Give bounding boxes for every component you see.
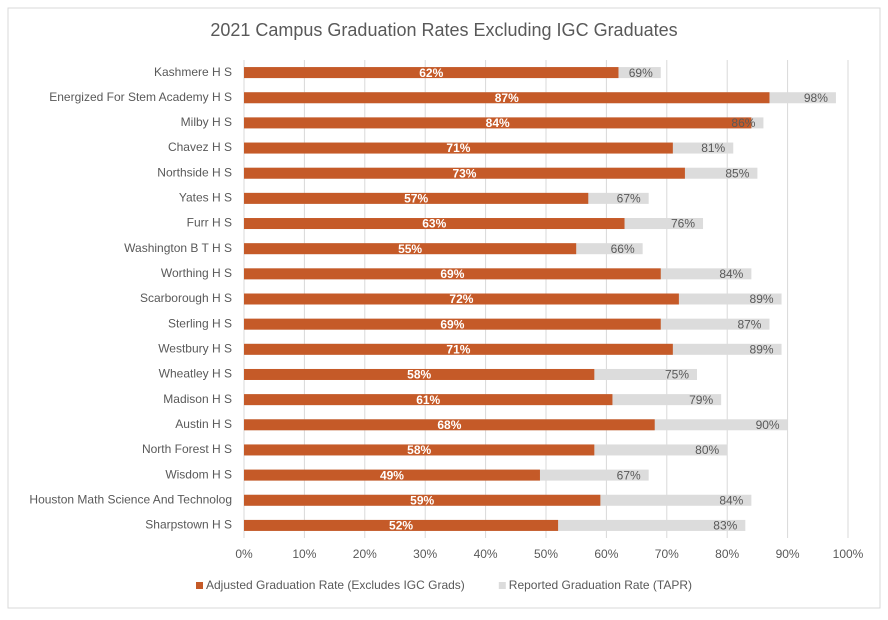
x-tick-label: 40%: [474, 547, 498, 561]
x-tick-label: 80%: [715, 547, 739, 561]
data-label: 71%: [446, 342, 470, 356]
bar: [244, 67, 619, 79]
data-label: 80%: [695, 443, 719, 457]
x-tick-label: 100%: [833, 547, 864, 561]
y-tick-label: Milby H S: [181, 115, 232, 129]
data-label: 71%: [446, 141, 470, 155]
x-tick-label: 30%: [413, 547, 437, 561]
data-label: 79%: [689, 393, 713, 407]
data-label: 68%: [437, 418, 461, 432]
data-label: 89%: [750, 292, 774, 306]
bar: [244, 444, 595, 456]
y-tick-label: Wheatley H S: [159, 367, 232, 381]
bar: [244, 192, 589, 204]
bar: [244, 142, 673, 154]
x-tick-label: 10%: [292, 547, 316, 561]
data-label: 87%: [737, 317, 761, 331]
legend-label: Reported Graduation Rate (TAPR): [509, 578, 692, 592]
y-tick-label: Sharpstown H S: [145, 518, 232, 532]
data-label: 98%: [804, 91, 828, 105]
bar: [244, 293, 679, 305]
chart-border: [7, 7, 881, 609]
x-tick-label: 0%: [235, 547, 253, 561]
data-label: 84%: [719, 267, 743, 281]
data-label: 81%: [701, 141, 725, 155]
y-tick-label: Wisdom H S: [165, 467, 232, 481]
legend-swatch: [196, 582, 203, 589]
bar: [244, 92, 770, 104]
bar: [244, 243, 577, 255]
data-label: 73%: [452, 166, 476, 180]
bar: [244, 368, 595, 380]
y-tick-label: North Forest H S: [142, 442, 232, 456]
x-tick-label: 90%: [776, 547, 800, 561]
data-label: 67%: [617, 192, 641, 206]
y-tick-label: Westbury H S: [158, 341, 232, 355]
y-tick-label: Yates H S: [179, 191, 232, 205]
bar: [244, 419, 655, 431]
x-tick-label: 60%: [594, 547, 618, 561]
data-label: 76%: [671, 217, 695, 231]
y-tick-label: Washington B T H S: [124, 241, 232, 255]
data-label: 87%: [495, 91, 519, 105]
bar: [244, 469, 540, 481]
data-label: 55%: [398, 242, 422, 256]
data-label: 86%: [731, 116, 755, 130]
y-tick-label: Houston Math Science And Technolog: [29, 492, 232, 506]
bar: [244, 343, 673, 355]
legend-label: Adjusted Graduation Rate (Excludes IGC G…: [206, 578, 465, 592]
data-label: 69%: [629, 66, 653, 80]
data-label: 69%: [440, 267, 464, 281]
data-label: 89%: [750, 342, 774, 356]
data-label: 83%: [713, 519, 737, 533]
y-tick-label: Chavez H S: [168, 140, 232, 154]
data-label: 84%: [486, 116, 510, 130]
y-tick-label: Northside H S: [157, 165, 232, 179]
y-tick-label: Worthing H S: [161, 266, 232, 280]
bar: [244, 394, 613, 406]
data-label: 75%: [665, 368, 689, 382]
data-label: 59%: [410, 493, 434, 507]
data-label: 58%: [407, 443, 431, 457]
data-label: 85%: [725, 166, 749, 180]
bar: [244, 117, 752, 129]
data-label: 58%: [407, 368, 431, 382]
bar: [244, 519, 559, 531]
bar: [244, 494, 601, 506]
data-label: 90%: [756, 418, 780, 432]
bar: [244, 218, 625, 230]
chart-title: 2021 Campus Graduation Rates Excluding I…: [210, 20, 677, 40]
data-label: 69%: [440, 317, 464, 331]
data-label: 61%: [416, 393, 440, 407]
data-label: 84%: [719, 493, 743, 507]
x-tick-label: 70%: [655, 547, 679, 561]
data-label: 67%: [617, 468, 641, 482]
data-label: 72%: [449, 292, 473, 306]
bar: [244, 318, 661, 330]
y-tick-label: Furr H S: [187, 216, 232, 230]
y-tick-label: Austin H S: [175, 417, 232, 431]
data-label: 66%: [611, 242, 635, 256]
bar: [244, 167, 685, 179]
data-label: 63%: [422, 217, 446, 231]
y-tick-label: Scarborough H S: [140, 291, 232, 305]
y-tick-label: Kashmere H S: [154, 65, 232, 79]
y-tick-label: Madison H S: [163, 392, 232, 406]
x-tick-label: 20%: [353, 547, 377, 561]
data-label: 57%: [404, 192, 428, 206]
data-label: 49%: [380, 468, 404, 482]
data-label: 52%: [389, 519, 413, 533]
y-tick-label: Energized For Stem Academy H S: [49, 90, 232, 104]
bar: [244, 268, 661, 280]
y-tick-label: Sterling H S: [168, 316, 232, 330]
x-tick-label: 50%: [534, 547, 558, 561]
legend-swatch: [498, 582, 506, 589]
data-label: 62%: [419, 66, 443, 80]
